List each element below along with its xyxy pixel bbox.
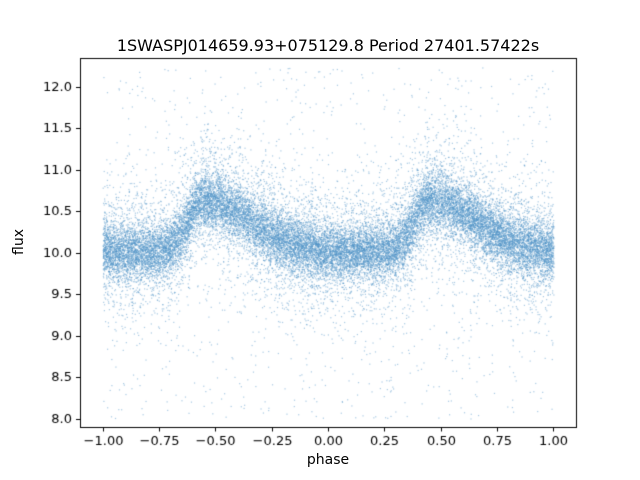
chart-title: 1SWASPJ014659.93+075129.8 Period 27401.5… bbox=[116, 36, 540, 55]
x-axis-label: phase bbox=[306, 452, 350, 468]
y-axis-label: flux bbox=[11, 229, 27, 256]
